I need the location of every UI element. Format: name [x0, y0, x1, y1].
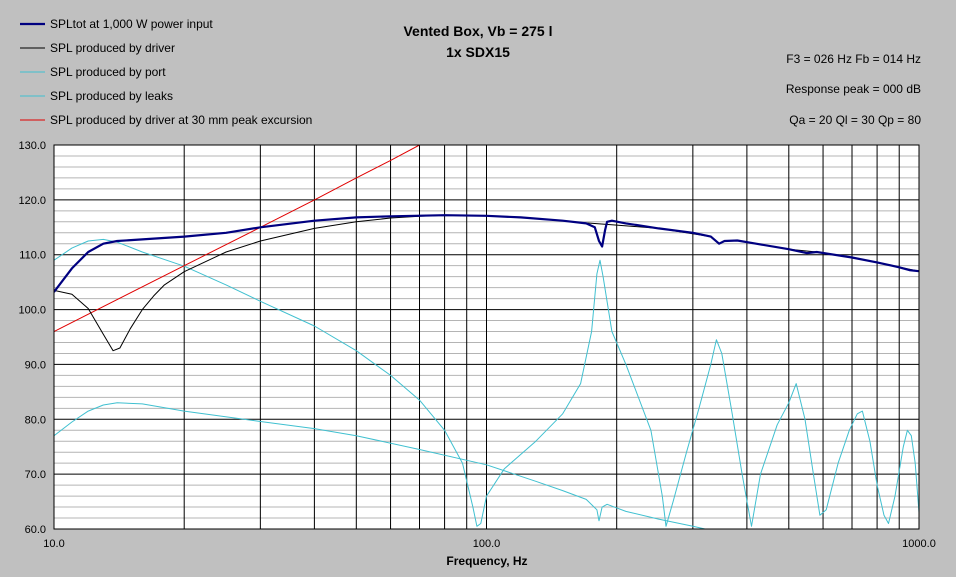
legend-label-4: SPL produced by driver at 30 mm peak exc… [50, 113, 312, 127]
series-line-4 [54, 145, 420, 332]
chart-title: Vented Box, Vb = 275 l [403, 23, 552, 39]
y-tick-label: 110.0 [19, 250, 46, 262]
x-axis-label: Frequency, Hz [446, 554, 527, 568]
x-tick-labels: 10.0 100.0 1000.0 [43, 538, 936, 550]
y-tick-label: 60.0 [25, 524, 46, 536]
legend-label-0: SPLtot at 1,000 W power input [50, 17, 213, 31]
legend-label-1: SPL produced by driver [50, 41, 175, 55]
series-line-0 [54, 214, 919, 293]
y-tick-label: 80.0 [25, 414, 46, 426]
legend: SPLtot at 1,000 W power input SPL produce… [20, 17, 312, 127]
legend-label-3: SPL produced by leaks [50, 89, 173, 103]
y-tick-labels: 60.0 70.0 80.0 90.0 100.0 110.0 120.0 130.0 [18, 140, 46, 536]
x-tick-label: 10.0 [43, 538, 64, 550]
y-tick-label: 90.0 [25, 359, 46, 371]
series-layer [54, 145, 919, 529]
plot-grid [54, 145, 919, 529]
x-tick-label: 100.0 [473, 538, 501, 550]
series-line-2 [54, 238, 919, 527]
info-response-peak: Response peak = 000 dB [786, 82, 921, 96]
plot-border [53, 144, 920, 530]
series-line-3 [54, 402, 706, 529]
y-tick-label: 100.0 [18, 305, 46, 317]
info-f3-fb: F3 = 026 Hz Fb = 014 Hz [786, 52, 921, 66]
y-tick-label: 120.0 [18, 195, 46, 207]
info-q-values: Qa = 20 Ql = 30 Qp = 80 [789, 113, 921, 127]
y-tick-label: 70.0 [25, 469, 46, 481]
x-tick-label: 1000.0 [902, 538, 936, 550]
legend-label-2: SPL produced by port [50, 65, 166, 79]
y-tick-label: 130.0 [18, 140, 46, 152]
chart-subtitle: 1x SDX15 [446, 44, 510, 60]
